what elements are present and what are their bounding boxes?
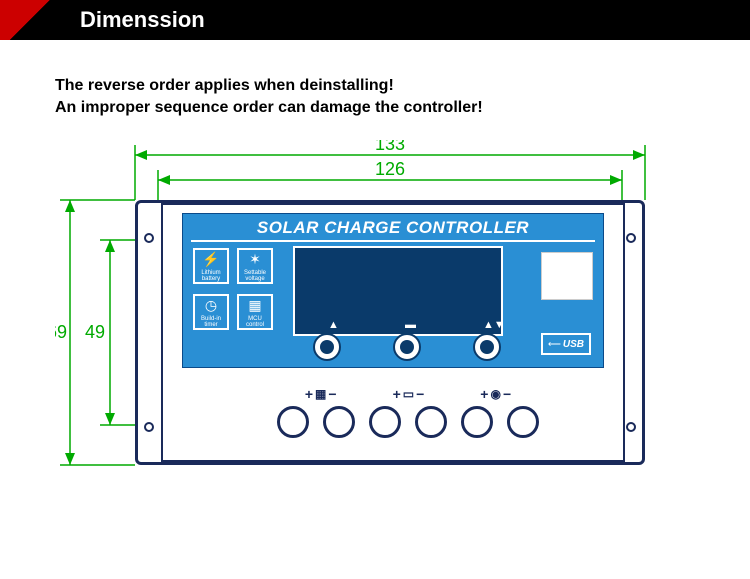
control-button-2[interactable] bbox=[393, 333, 421, 361]
dim-outer-width: 133 bbox=[375, 140, 405, 154]
settable-voltage-icon: ✶Settable voltage bbox=[237, 248, 273, 284]
warning-text: The reverse order applies when deinstall… bbox=[55, 75, 750, 120]
dim-inner-width: 126 bbox=[375, 159, 405, 179]
terminal-row bbox=[277, 406, 539, 438]
solar-terminal-label: +▦− bbox=[305, 386, 337, 402]
usb-label-box: ⟵USB bbox=[541, 333, 591, 355]
screw-hole bbox=[144, 422, 154, 432]
bulb-icon: ◉ bbox=[490, 387, 500, 401]
dimension-diagram: 133 126 69 49 SOLAR CHARGE CONTROLLER bbox=[55, 140, 685, 540]
panel-divider bbox=[191, 240, 595, 242]
page-title: Dimenssion bbox=[80, 7, 205, 33]
accent-red-triangle bbox=[0, 0, 60, 40]
lcd-screen bbox=[293, 246, 503, 336]
terminal-labels: +▦− +▭− +◉− bbox=[305, 386, 511, 402]
solar-panel-icon: ▦ bbox=[315, 387, 326, 401]
blue-control-panel: SOLAR CHARGE CONTROLLER ⚡Lithium battery… bbox=[182, 213, 604, 368]
terminal-hole bbox=[507, 406, 539, 438]
device-title: SOLAR CHARGE CONTROLLER bbox=[183, 214, 603, 238]
dim-inner-height: 49 bbox=[85, 322, 105, 342]
battery-terminal-label: +▭− bbox=[393, 386, 425, 402]
terminal-hole bbox=[415, 406, 447, 438]
device-inner-body: SOLAR CHARGE CONTROLLER ⚡Lithium battery… bbox=[161, 203, 625, 462]
usb-port bbox=[541, 252, 593, 300]
arrow-down-icon: ▲▼ bbox=[483, 319, 505, 331]
header-bar: Dimenssion bbox=[0, 0, 750, 40]
terminal-hole bbox=[323, 406, 355, 438]
device-outer-case: SOLAR CHARGE CONTROLLER ⚡Lithium battery… bbox=[135, 200, 645, 465]
control-button-3[interactable] bbox=[473, 333, 501, 361]
warning-line2: An improper sequence order can damage th… bbox=[55, 97, 750, 119]
terminal-hole bbox=[461, 406, 493, 438]
warning-line1: The reverse order applies when deinstall… bbox=[55, 75, 750, 97]
header-black-bar: Dimenssion bbox=[60, 0, 750, 40]
terminal-hole bbox=[277, 406, 309, 438]
arrow-icon: ▲ bbox=[328, 319, 339, 331]
load-terminal-label: +◉− bbox=[480, 386, 511, 402]
screw-hole bbox=[626, 233, 636, 243]
battery-icon: ▭ bbox=[403, 387, 414, 401]
mcu-icon: ▦MCU control bbox=[237, 294, 273, 330]
menu-icon: ▬ bbox=[405, 319, 416, 331]
screw-hole bbox=[626, 422, 636, 432]
terminal-area: +▦− +▭− +◉− bbox=[163, 386, 623, 438]
screw-hole bbox=[144, 233, 154, 243]
button-row bbox=[313, 333, 501, 361]
dim-outer-height: 69 bbox=[55, 322, 67, 342]
control-button-1[interactable] bbox=[313, 333, 341, 361]
terminal-hole bbox=[369, 406, 401, 438]
timer-icon: ◷Build-in timer bbox=[193, 294, 229, 330]
lithium-battery-icon: ⚡Lithium battery bbox=[193, 248, 229, 284]
